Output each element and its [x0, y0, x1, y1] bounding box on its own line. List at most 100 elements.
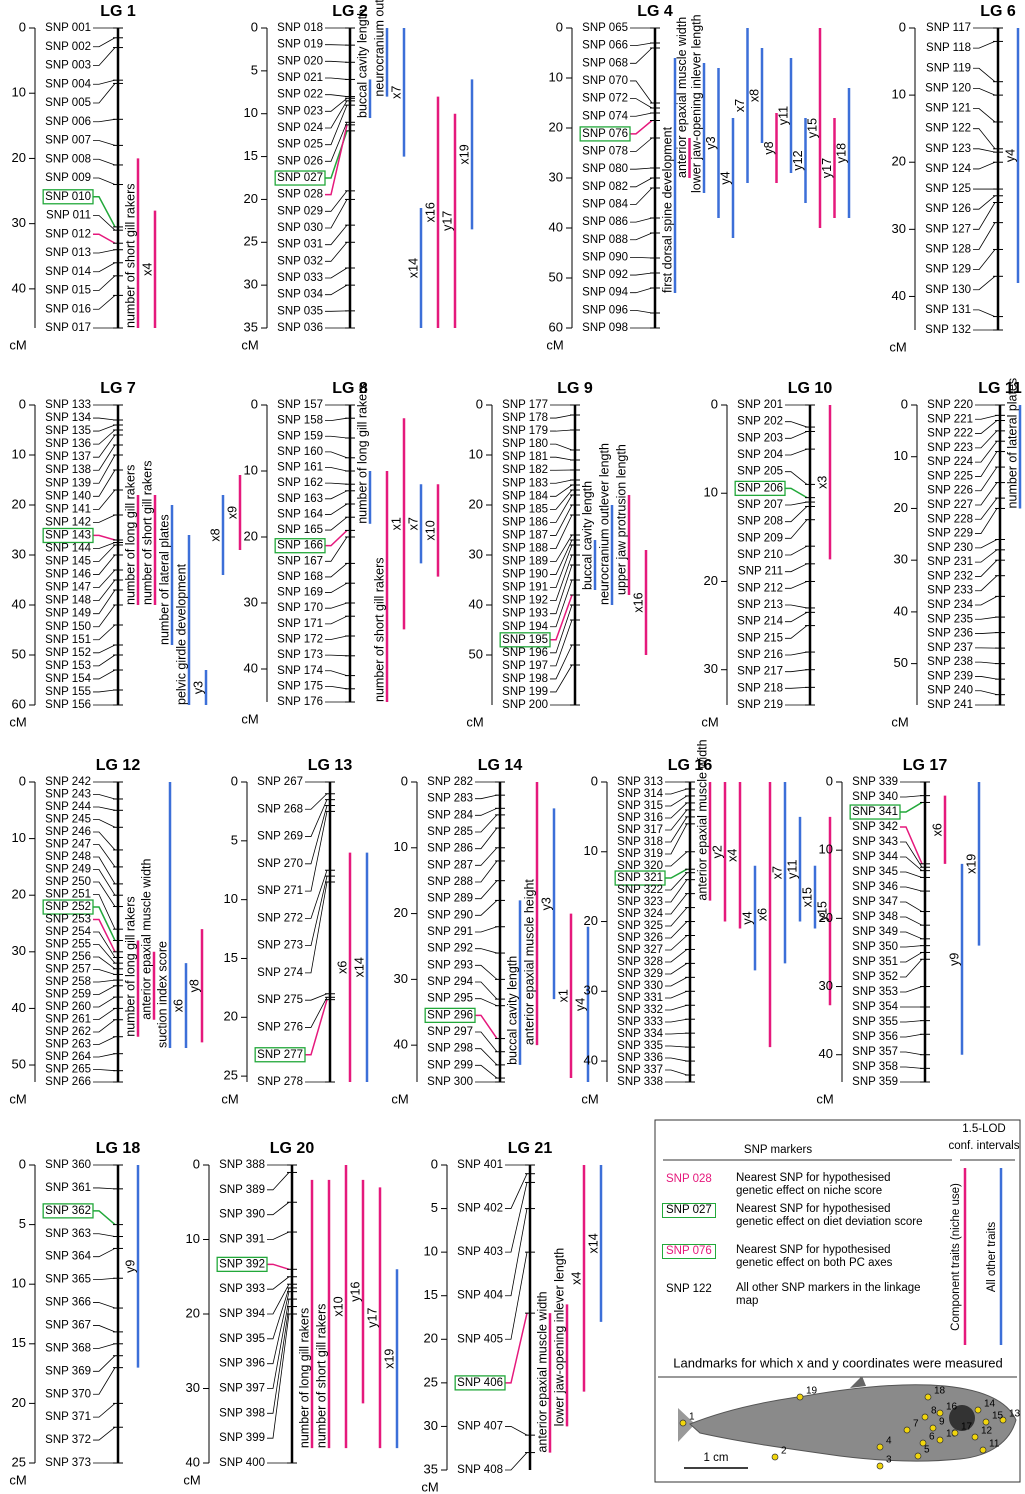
marker-label: SNP 253 [45, 914, 91, 926]
marker-connector [93, 429, 116, 445]
marker-label: SNP 266 [45, 1076, 91, 1088]
trait-label: x14 [406, 258, 420, 278]
marker-label: SNP 140 [45, 490, 91, 502]
marker-label: SNP 245 [45, 814, 91, 826]
y-tick-label: 20 [704, 573, 718, 588]
marker-label: SNP 011 [46, 210, 91, 222]
marker-connector [93, 1277, 116, 1281]
marker-label: SNP 286 [427, 843, 473, 855]
trait-label: x7 [733, 99, 747, 112]
marker-label: SNP 068 [582, 57, 628, 69]
marker-connector [93, 996, 116, 1008]
marker-label: SNP 355 [852, 1016, 898, 1028]
marker-connector [93, 1233, 116, 1237]
trait-label: x19 [382, 1349, 396, 1369]
marker-label: SNP 248 [45, 851, 91, 863]
landmark-label: 18 [934, 1386, 946, 1397]
marker-label: SNP 397 [219, 1383, 265, 1395]
marker-label: SNP 332 [617, 1004, 663, 1016]
marker-connector [93, 689, 116, 693]
marker-label: SNP 003 [45, 60, 91, 72]
y-tick-label: 20 [12, 887, 26, 902]
marker-connector [475, 948, 498, 954]
marker-label: SNP 328 [617, 956, 663, 968]
marker-label: SNP 257 [45, 964, 91, 976]
marker-connector [93, 37, 116, 48]
trait-label: y4 [740, 911, 754, 924]
marker-label: SNP 167 [277, 555, 323, 567]
axis-unit: cM [466, 714, 483, 729]
marker-label: SNP 148 [45, 595, 91, 607]
y-tick-label: 40 [12, 1000, 26, 1015]
marker-label: SNP 234 [927, 599, 973, 611]
marker-connector [267, 1299, 290, 1389]
trait-label: y3 [704, 136, 718, 149]
y-tick-label: 20 [584, 913, 598, 928]
landmark-label: 12 [981, 1426, 993, 1437]
marker-label: SNP 361 [45, 1182, 91, 1194]
marker-label: SNP 147 [45, 582, 91, 594]
marker-connector [630, 167, 653, 170]
marker-label: SNP 033 [277, 272, 323, 284]
marker-label: SNP 284 [427, 809, 473, 821]
marker-label: SNP 118 [926, 42, 971, 54]
trait-label: y4 [573, 998, 587, 1011]
marker-connector [475, 827, 498, 850]
marker-connector [93, 177, 116, 185]
marker-connector [325, 190, 348, 212]
marker-label: SNP 134 [45, 412, 91, 424]
marker-label: SNP 185 [502, 503, 548, 515]
marker-connector [93, 844, 116, 868]
marker-label: SNP 216 [737, 649, 783, 661]
marker-connector [785, 421, 808, 428]
y-tick-label: 5 [19, 1216, 26, 1231]
marker-label: SNP 236 [927, 628, 973, 640]
landmark-dot [936, 1436, 944, 1444]
marker-connector [267, 1231, 290, 1240]
marker-label: SNP 172 [277, 634, 323, 646]
marker-label: SNP 015 [45, 285, 91, 297]
marker-label: SNP 008 [45, 153, 91, 165]
marker-connector [93, 931, 116, 958]
marker-label: SNP 220 [927, 399, 973, 411]
marker-connector [305, 876, 328, 947]
marker-label: SNP 346 [852, 881, 898, 893]
trait-label: buccal cavity length [355, 9, 369, 118]
marker-connector [93, 979, 116, 983]
marker-label: SNP 217 [737, 666, 783, 678]
trait-label: number of long gill rakers [123, 465, 137, 605]
trait-label: first dorsal spine development [660, 126, 674, 293]
marker-label: SNP 094 [582, 287, 628, 299]
marker-connector [630, 80, 653, 104]
trait-label: y16 [348, 1282, 362, 1302]
marker-connector [665, 851, 688, 867]
marker-label: SNP 238 [927, 656, 973, 668]
marker-label: SNP 215 [737, 632, 783, 644]
marker-label: SNP 182 [502, 464, 548, 476]
marker-label: SNP 329 [617, 968, 663, 980]
marker-label: SNP 180 [502, 438, 548, 450]
marker-connector [665, 976, 688, 987]
marker-connector [93, 1355, 116, 1372]
marker-label: SNP 272 [257, 912, 303, 924]
marker-label: SNP 275 [257, 994, 303, 1006]
marker-label: SNP 314 [617, 788, 663, 800]
marker-connector [785, 563, 808, 573]
marker-connector [93, 579, 116, 602]
marker-label: SNP 202 [737, 416, 783, 428]
marker-connector [630, 257, 653, 259]
legend-text: Nearest SNP for hypothesised genetic eff… [736, 1244, 893, 1269]
y-tick-label: 60 [12, 696, 26, 711]
marker-label: SNP 096 [582, 304, 628, 316]
marker-label: SNP 190 [502, 569, 548, 581]
y-tick-label: 10 [469, 446, 483, 461]
marker-connector [325, 124, 348, 196]
marker-label: SNP 149 [45, 608, 91, 620]
y-tick-label: 20 [244, 528, 258, 543]
axis-unit: cM [221, 1091, 238, 1106]
marker-label: SNP 031 [277, 239, 323, 251]
trait-label: y8 [762, 141, 776, 154]
trait-label: anterior epaxial muscle width [675, 17, 689, 178]
y-tick-label: 30 [469, 546, 483, 561]
marker-label: SNP 296 [427, 1009, 473, 1021]
